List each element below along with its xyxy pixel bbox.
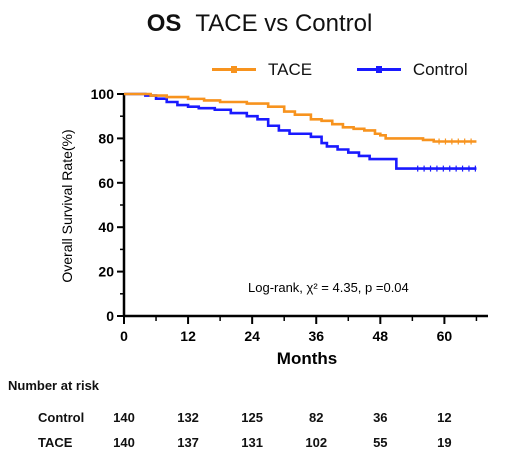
x-tick-label-12: 12	[180, 328, 196, 344]
risk-value: 137	[177, 435, 199, 450]
x-axis-label: Months	[277, 349, 337, 368]
legend-swatch-control	[356, 66, 401, 73]
risk-value: 82	[309, 410, 324, 425]
legend-label-tace: TACE	[268, 59, 313, 79]
risk-value: 19	[437, 435, 452, 450]
chart-title: OS TACE vs Control	[0, 10, 519, 38]
risk-row-tace: TACE 140 137 131 102 55 19	[0, 435, 519, 455]
x-tick-label-36: 36	[308, 328, 324, 344]
risk-table-title: Number at risk	[8, 378, 100, 393]
risk-value: 36	[373, 410, 388, 425]
legend: TACE Control	[212, 56, 508, 80]
risk-value: 12	[437, 410, 452, 425]
y-tick-label-20: 20	[98, 264, 114, 280]
x-tick-label-24: 24	[244, 328, 260, 344]
chart-title-bold: OS	[146, 10, 182, 37]
chart-title-text: TACE vs Control	[195, 10, 373, 37]
y-tick-label-0: 0	[106, 308, 114, 324]
series-line-control	[124, 92, 477, 170]
legend-item-tace: TACE	[212, 60, 312, 80]
risk-value: 125	[241, 410, 263, 425]
y-tick-label-60: 60	[98, 175, 114, 191]
y-axis-label: Overall Survival Rate(%)	[59, 129, 75, 282]
legend-swatch-tace	[212, 66, 256, 73]
risk-value: 55	[373, 435, 388, 450]
risk-value: 131	[241, 435, 263, 450]
risk-value: 102	[305, 435, 328, 450]
series-line-tace	[124, 92, 477, 143]
plot-area: Overall Survival Rate(%) Months Log-rank…	[59, 86, 488, 368]
y-tick-label-100: 100	[91, 86, 115, 102]
risk-row-label: Control	[38, 410, 85, 425]
risk-value: 132	[177, 410, 199, 425]
log-rank-annotation: Log-rank, χ² = 4.35, p =0.04	[248, 280, 409, 295]
risk-row-label: TACE	[38, 435, 73, 450]
legend-label-control: Control	[412, 59, 468, 79]
risk-row-control: Control 140 132 125 82 36 12	[0, 410, 519, 430]
x-tick-label-0: 0	[120, 328, 128, 344]
x-tick-label-60: 60	[437, 328, 453, 344]
y-tick-label-40: 40	[98, 219, 114, 235]
risk-value: 140	[113, 435, 135, 450]
risk-value: 140	[113, 410, 135, 425]
y-tick-label-80: 80	[98, 130, 114, 146]
x-tick-label-48: 48	[373, 328, 389, 344]
legend-item-control: Control	[356, 59, 468, 80]
